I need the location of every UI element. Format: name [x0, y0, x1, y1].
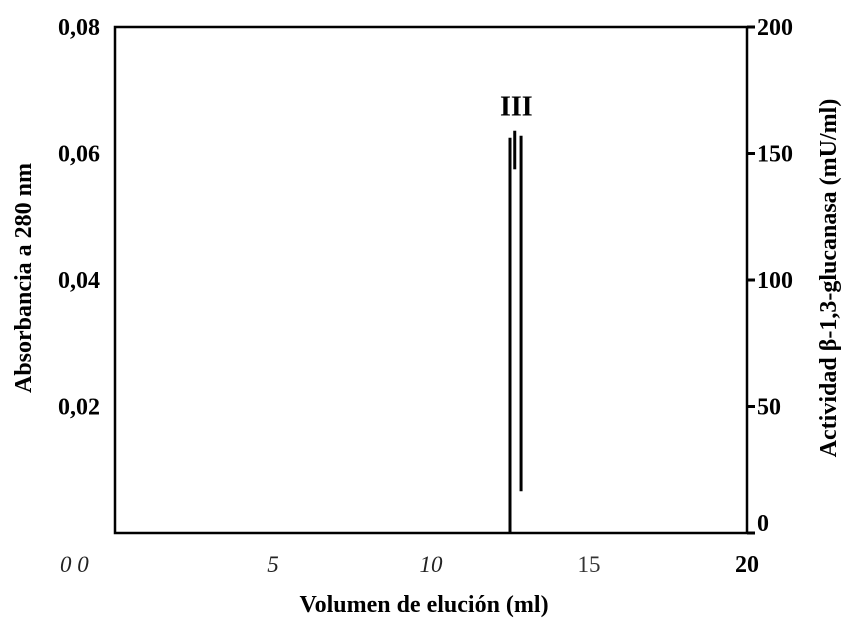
right-axis-ticks: [747, 25, 755, 535]
y-right-tick-labels: 0 50 100 150 200: [757, 15, 793, 537]
y-right-tick-label: 100: [757, 268, 793, 294]
x-axis-title: Volumen de elución (ml): [299, 592, 548, 618]
data-series: [508, 130, 523, 533]
y-left-tick-label: 0,08: [58, 15, 100, 41]
peak-label: III: [500, 92, 533, 123]
annotations: III: [500, 92, 533, 123]
x-tick-label: 15: [578, 552, 601, 577]
y-left-tick-label: 0,06: [58, 142, 100, 168]
y-right-tick-label: 200: [757, 15, 793, 41]
y-left-tick-label: 0,04: [58, 268, 100, 294]
y-right-axis-title: Actividad β-1,3-glucanasa (mU/ml): [816, 99, 842, 458]
y-left-tick-labels: 0,02 0,04 0,06 0,08: [58, 15, 100, 421]
x-tick-label: 10: [420, 552, 444, 577]
x-tick-label: 20: [735, 552, 759, 578]
x-tick-label: 5: [267, 552, 279, 577]
x-tick-label: 0 0: [60, 552, 89, 577]
x-tick-labels: 0 0 5 10 15 20: [60, 552, 759, 578]
y-right-tick-label: 150: [757, 142, 793, 168]
y-right-tick-label: 0: [757, 511, 769, 537]
y-right-tick-label: 50: [757, 395, 781, 421]
y-left-tick-label: 0,02: [58, 395, 100, 421]
plot-frame: [113, 25, 749, 535]
y-left-axis-title: Absorbancia a 280 nm: [11, 163, 37, 393]
